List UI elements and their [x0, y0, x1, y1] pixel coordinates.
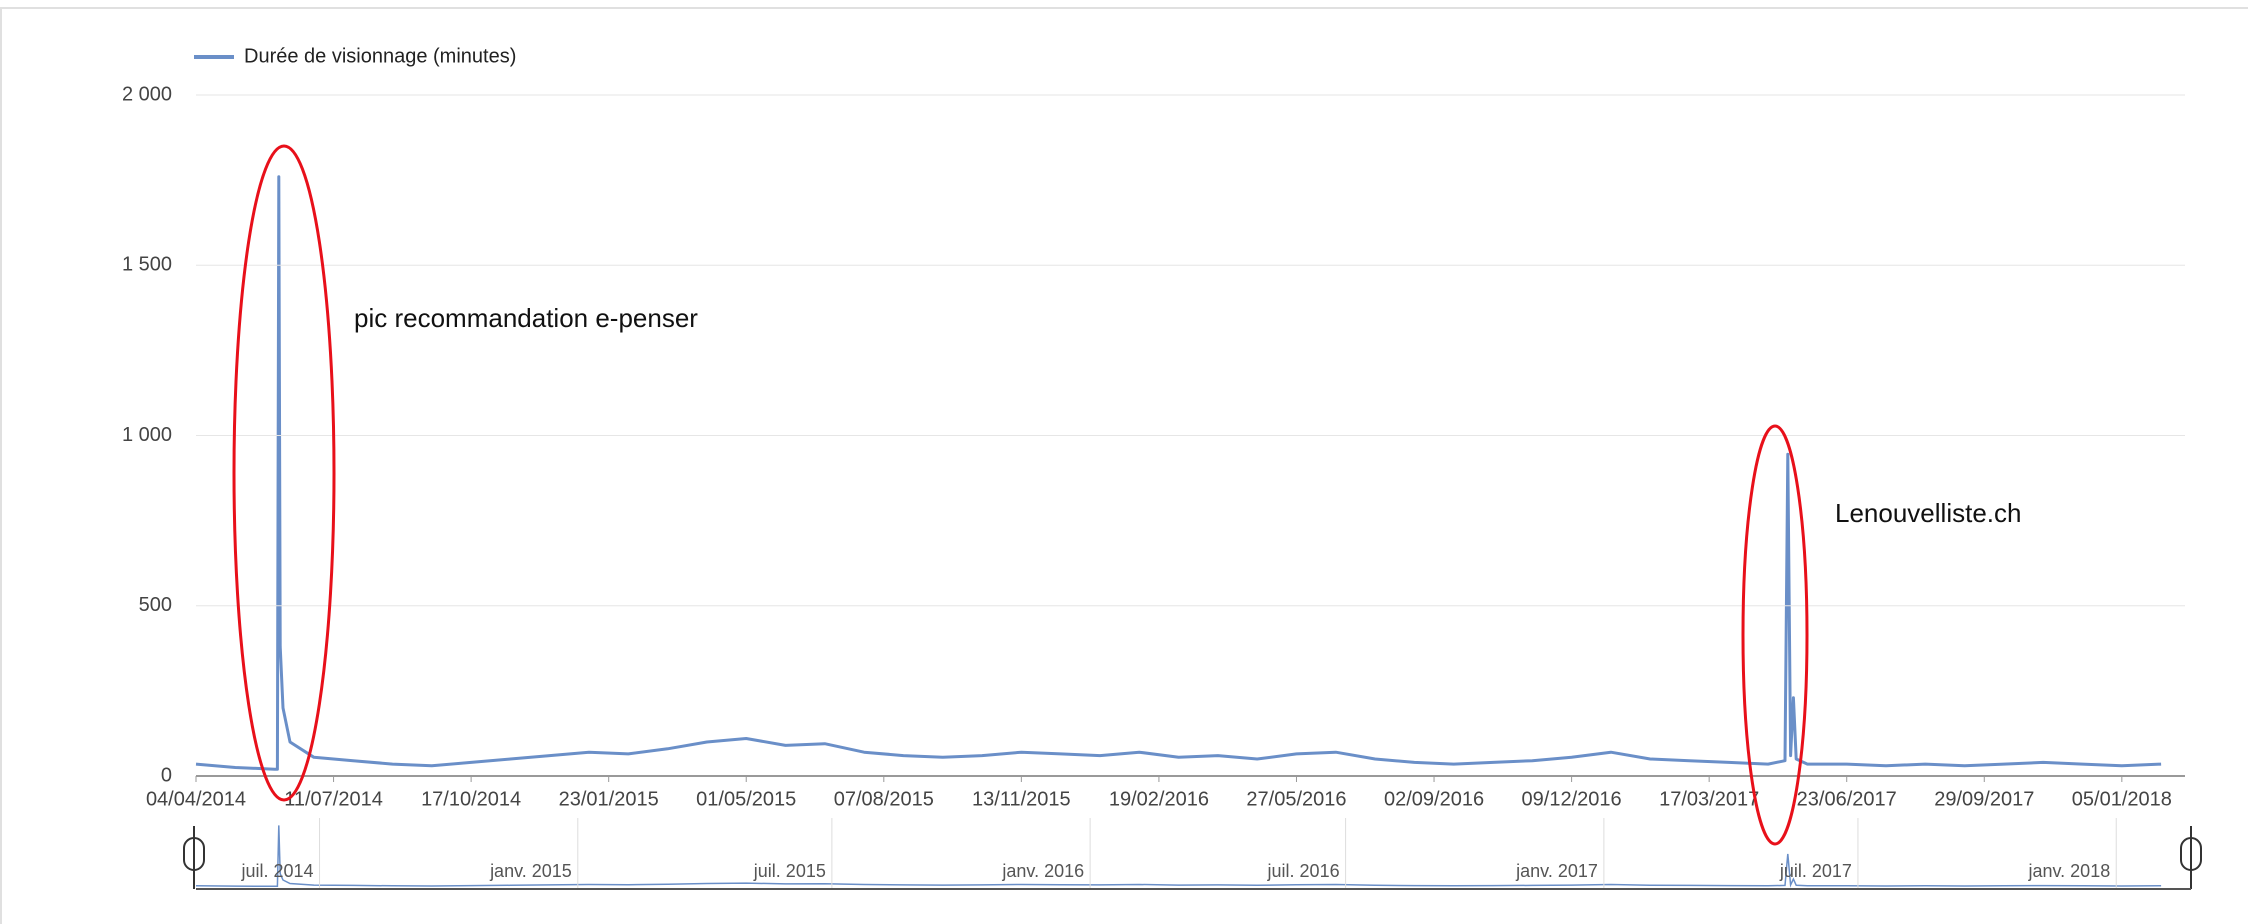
data-line	[195, 175, 2162, 771]
navigator-label: juil. 2017	[1779, 861, 1852, 881]
navigator-line	[195, 825, 2162, 888]
x-tick-label: 02/09/2016	[1384, 788, 1484, 810]
x-tick-label: 29/09/2017	[1934, 788, 2034, 810]
x-tick-label: 01/05/2015	[696, 788, 796, 810]
x-tick-label: 05/01/2018	[2072, 788, 2172, 810]
x-tick-label: 04/04/2014	[146, 788, 246, 810]
x-tick-label: 07/08/2015	[834, 788, 934, 810]
x-tick-label: 17/10/2014	[421, 788, 521, 810]
y-tick-label: 0	[161, 764, 172, 786]
highlight-ellipse	[232, 144, 336, 802]
x-tick-label: 11/07/2014	[284, 788, 383, 810]
navigator-label: janv. 2016	[1001, 861, 1084, 881]
y-tick-label: 1 000	[122, 424, 172, 446]
navigator-label: janv. 2015	[489, 861, 572, 881]
navigator-label: janv. 2018	[2027, 861, 2110, 881]
annotation: pic recommandation e-penser	[354, 303, 698, 333]
x-tick-label: 23/06/2017	[1797, 788, 1897, 810]
x-tick-label: 19/02/2016	[1109, 788, 1209, 810]
annotation: Lenouvelliste.ch	[1835, 498, 2021, 528]
x-tick-label: 13/11/2015	[972, 788, 1071, 810]
navigator-label: juil. 2014	[240, 861, 313, 881]
y-tick-label: 500	[139, 594, 172, 616]
y-tick-label: 1 500	[122, 254, 172, 276]
legend-label: Durée de visionnage (minutes)	[244, 45, 516, 67]
x-tick-label: 27/05/2016	[1246, 788, 1346, 810]
x-tick-label: 17/03/2017	[1659, 788, 1759, 810]
y-tick-label: 2 000	[122, 83, 172, 105]
navigator-label: janv. 2017	[1515, 861, 1598, 881]
navigator-label: juil. 2015	[753, 861, 826, 881]
highlight-ellipse	[1741, 424, 1809, 846]
navigator-label: juil. 2016	[1267, 861, 1340, 881]
x-tick-label: 23/01/2015	[559, 788, 659, 810]
x-tick-label: 09/12/2016	[1522, 788, 1622, 810]
